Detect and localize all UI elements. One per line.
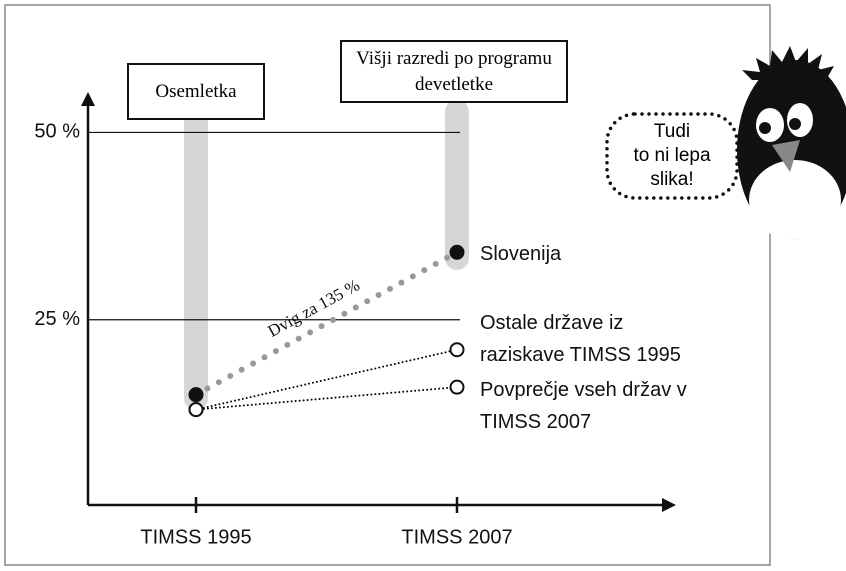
speech-bubble xyxy=(605,112,739,200)
series-label: Slovenija xyxy=(480,243,562,266)
series-label: Povprečje vseh držav v TIMSS 2007 xyxy=(480,379,687,434)
x-axis-arrow xyxy=(662,498,676,512)
series-line xyxy=(195,348,458,411)
callout-line: Tudi xyxy=(653,121,691,142)
y-tick-label: 25 % xyxy=(34,308,80,330)
annotation: Dvig za 135 % xyxy=(265,275,363,340)
point xyxy=(188,402,204,418)
series-line xyxy=(195,386,458,411)
y-tick-label: 50 % xyxy=(34,121,80,143)
callout: Tudi to ni lepa slika! xyxy=(617,120,727,192)
callout-line: slika! xyxy=(650,169,694,190)
point xyxy=(449,244,465,260)
x-tick-label: TIMSS 2007 xyxy=(401,526,512,548)
callout-line: to ni lepa xyxy=(633,145,711,166)
penguin xyxy=(737,46,846,240)
column-label: Osemletka xyxy=(127,63,265,120)
y-axis-arrow xyxy=(81,92,95,106)
x-tick-label: TIMSS 1995 xyxy=(140,526,251,548)
series-label: Ostale države iz raziskave TIMSS 1995 xyxy=(480,311,681,366)
column-highlight xyxy=(184,100,208,410)
column-highlight xyxy=(445,100,469,270)
frame xyxy=(4,4,771,566)
point xyxy=(449,342,465,358)
point xyxy=(449,379,465,395)
column-label: Višji razredi po programu devetletke xyxy=(340,40,568,103)
point xyxy=(188,387,204,403)
series-line xyxy=(193,249,460,398)
